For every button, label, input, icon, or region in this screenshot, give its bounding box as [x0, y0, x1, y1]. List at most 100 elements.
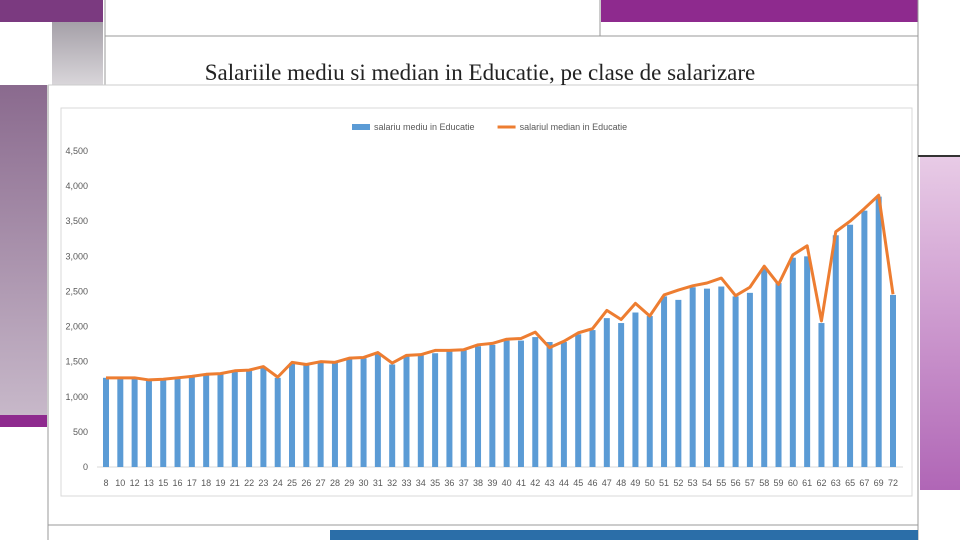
bar [460, 350, 467, 467]
bar [761, 268, 768, 467]
decor [0, 0, 103, 22]
x-tick-label: 15 [158, 478, 168, 488]
y-tick-label: 4,000 [65, 181, 88, 191]
bar [303, 365, 310, 467]
x-tick-label: 39 [487, 478, 497, 488]
x-tick-label: 59 [774, 478, 784, 488]
x-tick-label: 17 [187, 478, 197, 488]
y-tick-label: 0 [83, 462, 88, 472]
bar [317, 362, 324, 467]
bar [203, 374, 210, 467]
x-tick-label: 28 [330, 478, 340, 488]
x-tick-label: 8 [103, 478, 108, 488]
bar [503, 340, 510, 467]
bar [875, 196, 882, 467]
bar [160, 379, 167, 467]
bar [703, 288, 710, 467]
x-tick-label: 22 [244, 478, 254, 488]
x-tick-label: 40 [502, 478, 512, 488]
bar [289, 363, 296, 467]
bar [804, 256, 811, 467]
bar [646, 316, 653, 467]
x-tick-label: 50 [645, 478, 655, 488]
x-tick-label: 62 [816, 478, 826, 488]
x-tick-label: 29 [344, 478, 354, 488]
x-tick-label: 25 [287, 478, 297, 488]
legend-label: salariu mediu in Educatie [374, 122, 475, 132]
x-tick-label: 35 [430, 478, 440, 488]
bar [832, 235, 839, 467]
x-tick-label: 53 [688, 478, 698, 488]
bar [890, 294, 896, 467]
y-tick-label: 1,000 [65, 392, 88, 402]
x-tick-label: 10 [115, 478, 125, 488]
slide-title: Salariile mediu si median in Educatie, p… [205, 60, 755, 85]
legend-swatch [352, 124, 370, 130]
bar [789, 257, 796, 467]
y-tick-label: 2,000 [65, 322, 88, 332]
decor [0, 415, 47, 427]
bar [718, 286, 725, 467]
x-tick-label: 26 [301, 478, 311, 488]
bar [517, 340, 524, 467]
decor [330, 530, 918, 540]
x-tick-label: 46 [588, 478, 598, 488]
x-tick-label: 69 [874, 478, 884, 488]
x-tick-label: 58 [759, 478, 769, 488]
x-tick-label: 19 [215, 478, 225, 488]
bar [231, 370, 238, 467]
bar [775, 283, 782, 467]
bar [618, 323, 625, 467]
x-tick-label: 41 [516, 478, 526, 488]
bar [274, 377, 281, 467]
x-tick-label: 48 [616, 478, 626, 488]
x-tick-label: 60 [788, 478, 798, 488]
bar [575, 334, 582, 467]
bar [589, 330, 596, 467]
bar [847, 224, 854, 467]
x-tick-label: 42 [530, 478, 540, 488]
bar [732, 296, 739, 467]
bar [417, 355, 424, 467]
bar [489, 344, 496, 467]
y-tick-label: 2,500 [65, 286, 88, 296]
bar [217, 373, 224, 467]
bar [117, 377, 124, 467]
x-tick-label: 18 [201, 478, 211, 488]
bar [174, 377, 181, 467]
x-tick-label: 55 [716, 478, 726, 488]
bar [103, 377, 109, 467]
bar [346, 358, 353, 467]
x-tick-label: 30 [359, 478, 369, 488]
x-tick-label: 21 [230, 478, 240, 488]
x-tick-label: 44 [559, 478, 569, 488]
x-tick-label: 27 [316, 478, 326, 488]
x-tick-label: 54 [702, 478, 712, 488]
bar [746, 292, 753, 467]
bar [432, 353, 439, 467]
bar [374, 353, 381, 467]
bar [360, 358, 367, 467]
x-tick-label: 67 [859, 478, 869, 488]
x-tick-label: 13 [144, 478, 154, 488]
x-tick-label: 51 [659, 478, 669, 488]
decor [920, 157, 960, 490]
line [106, 193, 895, 382]
bar [260, 367, 267, 467]
bar [861, 210, 868, 467]
bar [145, 379, 152, 467]
x-tick-label: 49 [630, 478, 640, 488]
bar [131, 377, 138, 467]
x-tick-label: 47 [602, 478, 612, 488]
x-tick-label: 36 [444, 478, 454, 488]
x-tick-label: 52 [673, 478, 683, 488]
decor [52, 22, 103, 85]
bar [546, 342, 553, 467]
y-tick-label: 500 [73, 427, 88, 437]
x-tick-label: 43 [545, 478, 555, 488]
x-tick-label: 72 [888, 478, 898, 488]
bar [661, 296, 668, 467]
bar [560, 342, 567, 467]
x-tick-label: 56 [731, 478, 741, 488]
